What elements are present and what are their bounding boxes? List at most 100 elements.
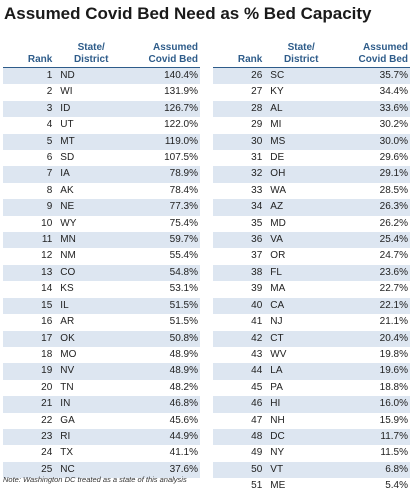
value-cell: 54.8% (124, 264, 200, 282)
value-cell: 30.0% (334, 133, 410, 151)
table-row: 50 VT 6.8% (213, 461, 410, 479)
state-cell: WA (264, 182, 335, 200)
value-cell: 53.1% (124, 281, 200, 298)
rank-cell: 13 (3, 264, 55, 282)
state-cell: PA (264, 379, 335, 397)
table-row: 8 AK 78.4% (3, 182, 200, 200)
state-cell: AK (54, 182, 125, 200)
value-cell: 11.7% (334, 428, 410, 446)
state-cell: KY (264, 84, 335, 101)
state-cell: MN (54, 232, 125, 249)
value-cell: 122.0% (124, 117, 200, 134)
rank-cell: 10 (3, 215, 55, 233)
state-cell: GA (54, 412, 125, 429)
table-row: 15 IL 51.5% (3, 297, 200, 315)
state-cell: CA (264, 297, 335, 315)
state-cell: CO (54, 264, 125, 282)
rank-cell: 12 (3, 248, 55, 265)
state-cell: HI (264, 396, 335, 413)
rank-cell: 11 (3, 232, 55, 249)
value-cell: 126.7% (124, 100, 200, 118)
value-cell: 48.9% (124, 363, 200, 380)
value-cell: 22.1% (334, 297, 410, 315)
table-row: 40 CA 22.1% (213, 297, 410, 315)
rank-cell: 24 (3, 445, 55, 462)
rank-cell: 47 (213, 412, 265, 429)
value-cell: 78.4% (124, 182, 200, 200)
rank-cell: 51 (213, 478, 265, 495)
rank-cell: 37 (213, 248, 265, 265)
rank-cell: 50 (213, 461, 265, 479)
value-cell: 11.5% (334, 445, 410, 462)
value-cell: 75.4% (124, 215, 200, 233)
state-cell: NY (264, 445, 335, 462)
value-cell: 28.5% (334, 182, 410, 200)
rank-cell: 32 (213, 166, 265, 183)
table-row: 25 NC 37.6% (3, 461, 200, 479)
rank-cell: 19 (3, 363, 55, 380)
rank-cell: 34 (213, 199, 265, 216)
table-row: 41 NJ 21.1% (213, 314, 410, 331)
rank-cell: 45 (213, 379, 265, 397)
value-cell: 6.8% (334, 461, 410, 479)
rank-cell: 33 (213, 182, 265, 200)
value-header: Assumed Covid Bed (334, 38, 410, 68)
value-cell: 131.9% (124, 84, 200, 101)
state-header: State/District (264, 38, 335, 68)
table-row: 18 MO 48.9% (3, 346, 200, 364)
table-row: 30 MS 30.0% (213, 133, 410, 151)
value-cell: 24.7% (334, 248, 410, 265)
rank-cell: 29 (213, 117, 265, 134)
table-row: 12 NM 55.4% (3, 248, 200, 265)
rank-cell: 4 (3, 117, 55, 134)
value-cell: 50.8% (124, 330, 200, 347)
rank-cell: 31 (213, 150, 265, 167)
rank-cell: 35 (213, 215, 265, 233)
state-cell: IA (54, 166, 125, 183)
rank-cell: 9 (3, 199, 55, 216)
value-cell: 44.9% (124, 428, 200, 446)
value-cell: 35.7% (334, 67, 410, 85)
state-cell: NM (54, 248, 125, 265)
table-row: 44 LA 19.6% (213, 363, 410, 380)
table-row: 20 TN 48.2% (3, 379, 200, 397)
table-row: 2 WI 131.9% (3, 84, 200, 101)
table-body-left: 1 ND 140.4% 2 WI 131.9% 3 ID 126.7% 4 UT 122.0% 5 MT 1… (3, 67, 200, 479)
rank-cell: 36 (213, 232, 265, 249)
table-row: 42 CT 20.4% (213, 330, 410, 347)
footnote: Note: Washington DC treated as a state o… (3, 475, 187, 484)
value-cell: 29.6% (334, 150, 410, 167)
state-cell: OR (264, 248, 335, 265)
value-header: Assumed Covid Bed (124, 38, 200, 68)
rank-cell: 15 (3, 297, 55, 315)
value-cell: 30.2% (334, 117, 410, 134)
table-row: 17 OK 50.8% (3, 330, 200, 347)
value-cell: 41.1% (124, 445, 200, 462)
rank-cell: 28 (213, 100, 265, 118)
table-row: 21 IN 46.8% (3, 396, 200, 413)
rank-cell: 2 (3, 84, 55, 101)
table-row: 5 MT 119.0% (3, 133, 200, 151)
rank-cell: 39 (213, 281, 265, 298)
table-body-right: 26 SC 35.7% 27 KY 34.4% 28 AL 33.6% 29 MI 30.2% 30 MS… (213, 67, 410, 495)
table-row: 6 SD 107.5% (3, 150, 200, 167)
table-row: 35 MD 26.2% (213, 215, 410, 233)
value-cell: 51.5% (124, 297, 200, 315)
state-cell: VA (264, 232, 335, 249)
value-cell: 19.8% (334, 346, 410, 364)
rank-cell: 8 (3, 182, 55, 200)
table-row: 46 HI 16.0% (213, 396, 410, 413)
state-cell: TN (54, 379, 125, 397)
table-row: 48 DC 11.7% (213, 428, 410, 446)
state-cell: AZ (264, 199, 335, 216)
value-cell: 25.4% (334, 232, 410, 249)
table-row: 34 AZ 26.3% (213, 199, 410, 216)
value-cell: 119.0% (124, 133, 200, 151)
state-cell: ND (54, 67, 125, 85)
ranking-table-right: Rank State/District Assumed Covid Bed 26 S… (213, 38, 410, 495)
table-row: 22 GA 45.6% (3, 412, 200, 429)
rank-cell: 46 (213, 396, 265, 413)
table-row: 32 OH 29.1% (213, 166, 410, 183)
state-cell: DE (264, 150, 335, 167)
table-row: 37 OR 24.7% (213, 248, 410, 265)
